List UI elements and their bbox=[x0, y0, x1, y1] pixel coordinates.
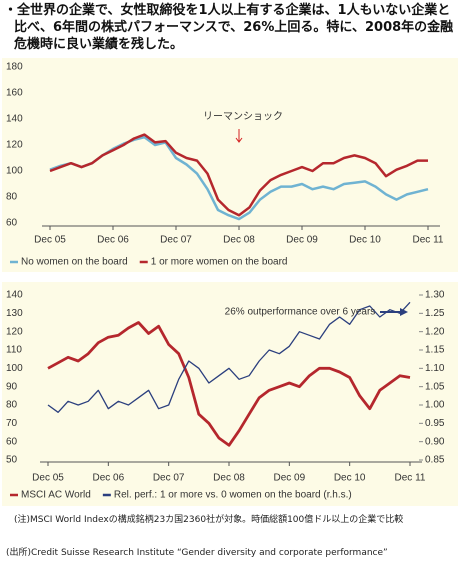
legend-label: MSCI AC World bbox=[21, 490, 91, 501]
y-tick-label: 90 bbox=[6, 381, 18, 392]
y-tick-label: 100 bbox=[6, 363, 23, 374]
y2-tick-label: 0.90 bbox=[425, 436, 445, 447]
x-tick-label: Dec 07 bbox=[153, 473, 185, 484]
x-tick-label: Dec 10 bbox=[334, 473, 366, 484]
y2-tick-label: 1.10 bbox=[425, 363, 445, 374]
y-tick-label: 80 bbox=[6, 192, 18, 203]
y-tick-label: 110 bbox=[6, 345, 22, 356]
annotation-arrowhead bbox=[400, 308, 408, 316]
y-tick-label: 180 bbox=[6, 62, 23, 73]
legend-label: No women on the board bbox=[21, 257, 128, 268]
y-tick-label: 140 bbox=[6, 290, 23, 301]
y-tick-label: 120 bbox=[6, 326, 23, 337]
annotation: リーマンショック bbox=[203, 111, 283, 123]
source: (出所)Credit Suisse Research Institute “Ge… bbox=[6, 548, 388, 558]
y-tick-label: 60 bbox=[6, 218, 18, 229]
note: (注)MSCI World Indexの構成銘柄23カ国2360社が対象。時価総… bbox=[14, 515, 404, 525]
x-tick-label: Dec 09 bbox=[286, 235, 318, 246]
legend-label: Rel. perf.: 1 or more vs. 0 women on the… bbox=[114, 490, 352, 501]
y-tick-label: 70 bbox=[6, 418, 18, 429]
y2-tick-label: 1.00 bbox=[425, 400, 445, 411]
x-tick-label: Dec 09 bbox=[273, 473, 305, 484]
x-tick-label: Dec 05 bbox=[32, 473, 64, 484]
title: ・全世界の企業で、女性取締役を1人以上有する企業は、1人もいない企業と比べ、6年… bbox=[4, 3, 454, 52]
y-tick-label: 130 bbox=[6, 308, 23, 319]
y-tick-label: 60 bbox=[6, 436, 18, 447]
x-tick-label: Dec 11 bbox=[413, 235, 444, 246]
y-tick-label: 80 bbox=[6, 400, 18, 411]
panel bbox=[2, 282, 458, 506]
y2-tick-label: 0.95 bbox=[425, 418, 445, 429]
legend-label: 1 or more women on the board bbox=[151, 257, 288, 268]
y-tick-label: 50 bbox=[6, 455, 18, 466]
y-tick-label: 140 bbox=[6, 114, 23, 125]
y2-tick-label: 1.15 bbox=[425, 345, 445, 356]
y-tick-label: 100 bbox=[6, 166, 23, 177]
x-tick-label: Dec 11 bbox=[395, 473, 426, 484]
y-tick-label: 160 bbox=[6, 88, 23, 99]
series-line bbox=[49, 133, 428, 217]
series-line bbox=[47, 321, 411, 447]
series-line bbox=[47, 301, 411, 413]
y2-tick-label: 1.25 bbox=[425, 308, 445, 319]
x-tick-label: Dec 06 bbox=[92, 473, 124, 484]
x-tick-label: Dec 10 bbox=[349, 235, 381, 246]
x-tick-label: Dec 08 bbox=[213, 473, 245, 484]
y2-tick-label: 1.05 bbox=[425, 381, 445, 392]
y2-tick-label: 0.85 bbox=[425, 455, 445, 466]
x-tick-label: Dec 07 bbox=[160, 235, 192, 246]
annotation-arrowhead bbox=[235, 137, 243, 143]
annotation: 26% outperformance over 6 years bbox=[225, 307, 376, 318]
y2-tick-label: 1.20 bbox=[425, 326, 445, 337]
y2-tick-label: 1.30 bbox=[425, 290, 445, 301]
x-tick-label: Dec 06 bbox=[97, 235, 129, 246]
x-tick-label: Dec 08 bbox=[223, 235, 255, 246]
x-tick-label: Dec 05 bbox=[34, 235, 66, 246]
y-tick-label: 120 bbox=[6, 140, 23, 151]
